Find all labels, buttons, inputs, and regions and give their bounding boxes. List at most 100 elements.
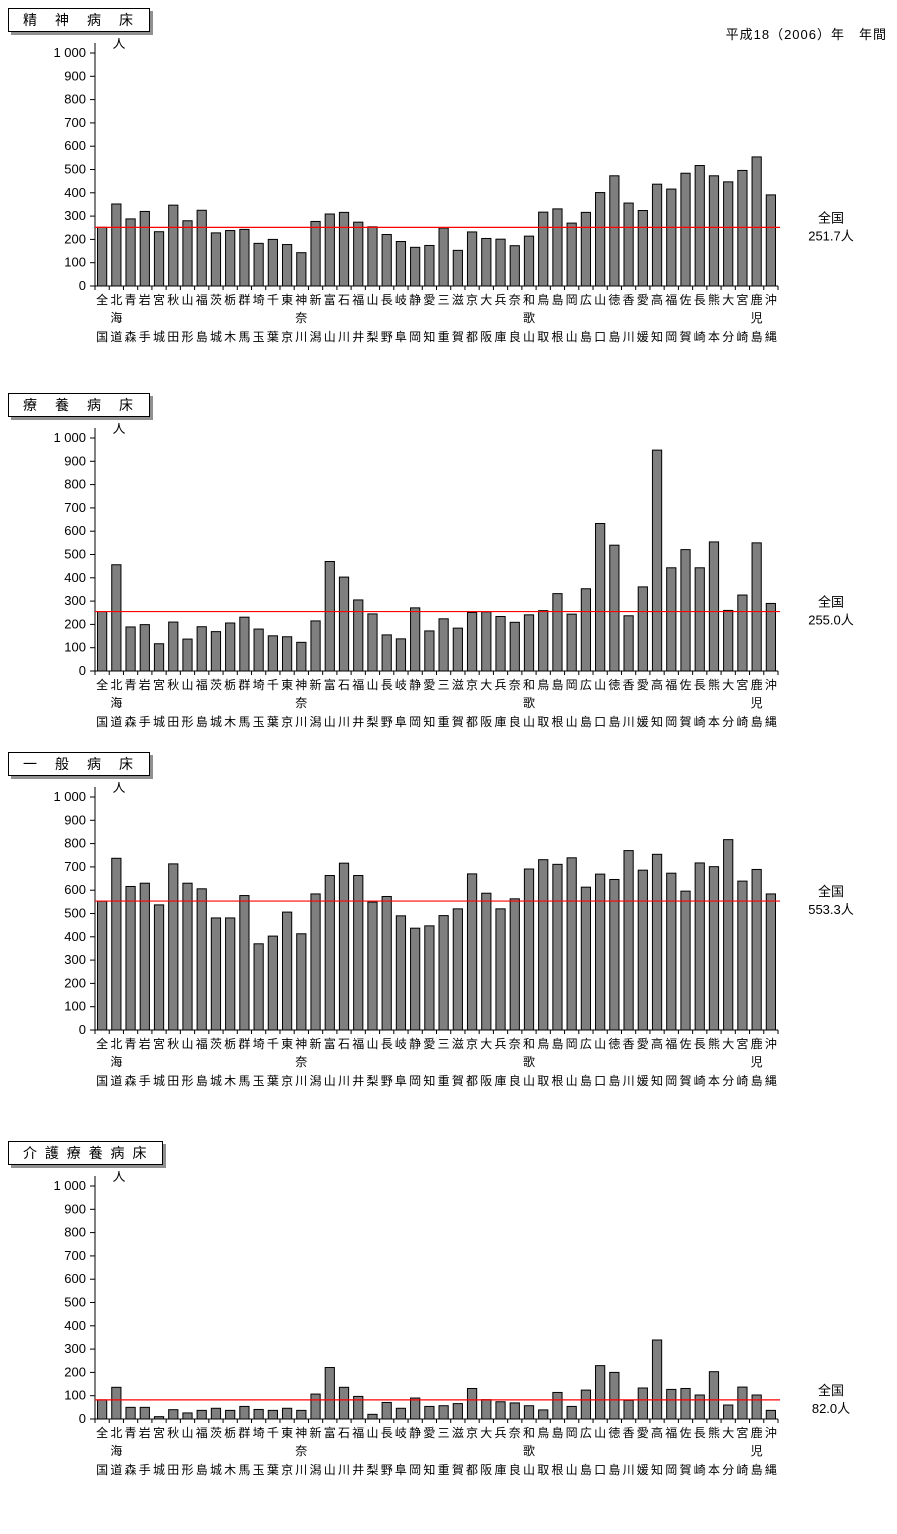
x-category-label: 知 (423, 1074, 435, 1088)
x-category-label: 島 (551, 292, 563, 307)
bar-青森 (125, 218, 136, 287)
x-category-label: 賀 (680, 1463, 692, 1477)
x-category-label: 長 (694, 1426, 706, 1440)
bar-長野 (381, 234, 392, 287)
x-category-label: 茨 (210, 1426, 222, 1440)
x-category-label: 北 (110, 1426, 122, 1440)
x-category-label: 兵 (495, 1426, 507, 1440)
y-tick-label: 800 (64, 477, 86, 492)
y-tick-label: 300 (64, 208, 86, 223)
bar-福岡 (666, 567, 677, 672)
x-category-label: 崎 (736, 1074, 748, 1088)
bar-静岡 (410, 607, 421, 672)
x-category-label: 山 (366, 678, 378, 692)
bar-大分 (723, 839, 734, 1031)
bar-長崎 (694, 862, 705, 1031)
x-category-label: 佐 (680, 293, 692, 307)
x-category-label: 和 (523, 1037, 535, 1051)
x-category-label: 島 (608, 1462, 620, 1477)
x-category-label: 知 (423, 330, 435, 344)
x-category-label: 根 (551, 1074, 563, 1088)
x-category-label: 岩 (139, 1036, 151, 1051)
x-category-label: 滋 (452, 1426, 464, 1440)
x-category-label: 宮 (153, 1036, 165, 1051)
bar-富山 (324, 213, 335, 287)
x-category-label: 口 (594, 715, 606, 729)
x-category-label: 新 (310, 1036, 322, 1051)
x-category-label: 城 (153, 330, 165, 344)
bar-香川 (623, 850, 634, 1031)
y-tick-label: 300 (64, 593, 86, 608)
x-category-label: 葉 (267, 330, 279, 344)
x-category-label: 青 (125, 1037, 137, 1051)
x-category-label: 兵 (495, 1037, 507, 1051)
x-category-label: 山 (566, 330, 578, 344)
x-category-label: 愛 (637, 1426, 649, 1440)
bar-沖縄 (765, 893, 777, 1031)
y-tick-label: 1 000 (53, 430, 86, 445)
x-category-label: 良 (509, 1073, 521, 1088)
x-category-label: 富 (324, 1425, 336, 1440)
x-category-label: 広 (580, 1037, 592, 1051)
x-category-label: 島 (551, 1425, 563, 1440)
x-category-label: 取 (537, 1463, 549, 1477)
bar-広島 (580, 588, 592, 672)
x-category-label: 歌 (523, 695, 535, 710)
bar-高知 (651, 853, 663, 1031)
x-category-label: 大 (722, 293, 734, 307)
x-category-label: 梨 (366, 330, 378, 344)
x-category-label: 形 (181, 1074, 193, 1088)
x-category-label: 島 (608, 1073, 620, 1088)
bar-広島 (580, 211, 592, 287)
x-category-label: 道 (110, 715, 122, 729)
x-category-label: 岡 (409, 1074, 421, 1088)
x-category-label: 根 (551, 715, 563, 729)
bar-大阪 (481, 611, 492, 672)
x-category-label: 国 (96, 1463, 108, 1477)
bar-山形 (182, 638, 193, 672)
x-category-label: 形 (181, 715, 193, 729)
x-category-label: 道 (110, 1074, 122, 1088)
x-category-label: 秋 (167, 293, 179, 307)
x-category-label: 鳥 (537, 1425, 549, 1440)
x-category-label: 奈 (295, 311, 307, 325)
bar-大阪 (481, 237, 492, 287)
bar-石川 (338, 862, 350, 1031)
x-category-label: 島 (196, 1073, 208, 1088)
x-category-label: 分 (722, 1074, 734, 1088)
x-category-label: 香 (623, 293, 635, 307)
bar-和歌山 (523, 868, 535, 1031)
x-category-label: 宮 (736, 677, 748, 692)
x-category-label: 城 (210, 1463, 222, 1477)
x-category-label: 都 (466, 330, 478, 344)
x-category-label: 岡 (665, 330, 677, 344)
bar-岐阜 (395, 241, 407, 287)
bar-栃木 (225, 230, 236, 287)
x-category-label: 崎 (736, 330, 748, 344)
x-category-label: 葉 (267, 1074, 279, 1088)
x-category-label: 縄 (765, 714, 777, 729)
y-tick-label: 1 000 (53, 45, 86, 60)
x-category-label: 島 (580, 714, 592, 729)
x-category-label: 阜 (395, 715, 407, 729)
x-category-label: 児 (751, 1055, 763, 1069)
x-category-label: 岡 (566, 1037, 578, 1051)
x-category-label: 手 (139, 1463, 151, 1477)
bar-奈良 (509, 898, 520, 1031)
x-category-label: 徳 (608, 1425, 620, 1440)
bar-北海道 (111, 1386, 122, 1420)
chart-title: 精 神 病 床 (23, 12, 135, 28)
x-category-label: 岡 (665, 1463, 677, 1477)
bar-静岡 (410, 927, 421, 1031)
x-category-label: 鹿 (751, 1425, 763, 1440)
bar-千葉 (267, 1409, 278, 1420)
bar-山口 (595, 192, 606, 287)
x-category-label: 愛 (423, 1426, 435, 1440)
x-category-label: 岐 (395, 1037, 407, 1051)
x-category-label: 栃 (224, 293, 236, 307)
chart-title-box: 介 護 療 養 病 床 (8, 1141, 164, 1165)
x-category-label: 山 (181, 678, 193, 692)
x-category-label: 東 (281, 1037, 293, 1051)
x-category-label: 梨 (366, 715, 378, 729)
x-category-label: 滋 (452, 293, 464, 307)
